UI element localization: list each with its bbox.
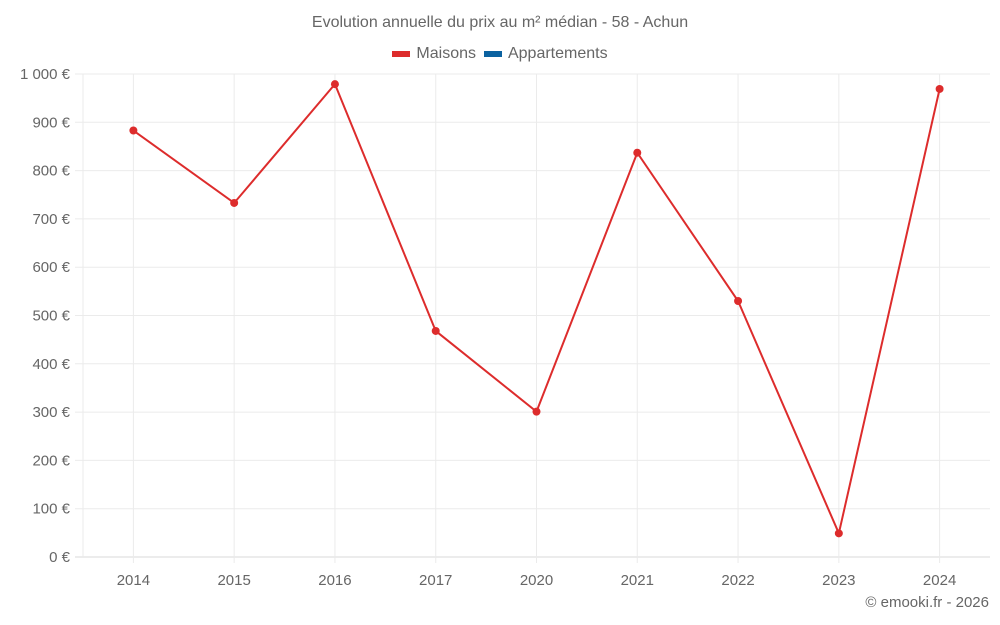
data-point[interactable] bbox=[431, 326, 440, 335]
y-tick-label: 300 € bbox=[32, 404, 70, 421]
legend-label-maisons: Maisons bbox=[416, 45, 476, 62]
legend-swatch-maisons bbox=[392, 51, 411, 57]
x-tick-label: 2021 bbox=[621, 572, 654, 589]
y-tick-label: 900 € bbox=[32, 114, 70, 131]
data-point[interactable] bbox=[633, 148, 642, 157]
legend-label-appartements: Appartements bbox=[507, 45, 608, 62]
data-point[interactable] bbox=[734, 297, 743, 306]
data-point[interactable] bbox=[129, 126, 138, 135]
y-tick-label: 0 € bbox=[49, 549, 71, 566]
x-axis: 2014 2015 2016 2017 2020 2021 2022 2023 2024 bbox=[117, 572, 957, 589]
legend-swatch-appartements bbox=[483, 51, 502, 57]
copyright-credit: © emooki.fr - 2026 bbox=[865, 594, 989, 611]
data-point[interactable] bbox=[834, 529, 843, 538]
y-tick-label: 700 € bbox=[32, 211, 70, 228]
gridlines bbox=[75, 73, 990, 563]
y-tick-label: 600 € bbox=[32, 259, 70, 276]
data-point[interactable] bbox=[532, 407, 541, 416]
x-tick-label: 2016 bbox=[318, 572, 351, 589]
x-tick-label: 2014 bbox=[117, 572, 150, 589]
x-tick-label: 2015 bbox=[217, 572, 250, 589]
y-tick-label: 1 000 € bbox=[20, 66, 71, 83]
legend: Maisons Appartements bbox=[0, 45, 1000, 63]
x-tick-label: 2024 bbox=[923, 572, 956, 589]
data-point[interactable] bbox=[230, 198, 239, 207]
data-point[interactable] bbox=[330, 80, 339, 89]
y-tick-label: 800 € bbox=[32, 163, 70, 180]
data-point[interactable] bbox=[935, 84, 944, 93]
x-tick-label: 2020 bbox=[520, 572, 553, 589]
y-tick-label: 500 € bbox=[32, 308, 70, 325]
y-tick-label: 200 € bbox=[32, 452, 70, 469]
x-tick-label: 2022 bbox=[721, 572, 754, 589]
legend-item-appartements[interactable]: Appartements bbox=[483, 45, 608, 63]
y-tick-label: 400 € bbox=[32, 356, 70, 373]
x-tick-label: 2017 bbox=[419, 572, 452, 589]
chart-title: Evolution annuelle du prix au m² médian … bbox=[311, 14, 689, 31]
y-tick-label: 100 € bbox=[32, 501, 70, 518]
x-tick-label: 2023 bbox=[822, 572, 855, 589]
legend-item-maisons[interactable]: Maisons bbox=[392, 45, 476, 63]
series-maisons bbox=[129, 80, 944, 538]
y-axis: 0 € 100 € 200 € 300 € 400 € 500 € 600 € 700 € 80… bbox=[20, 66, 71, 566]
